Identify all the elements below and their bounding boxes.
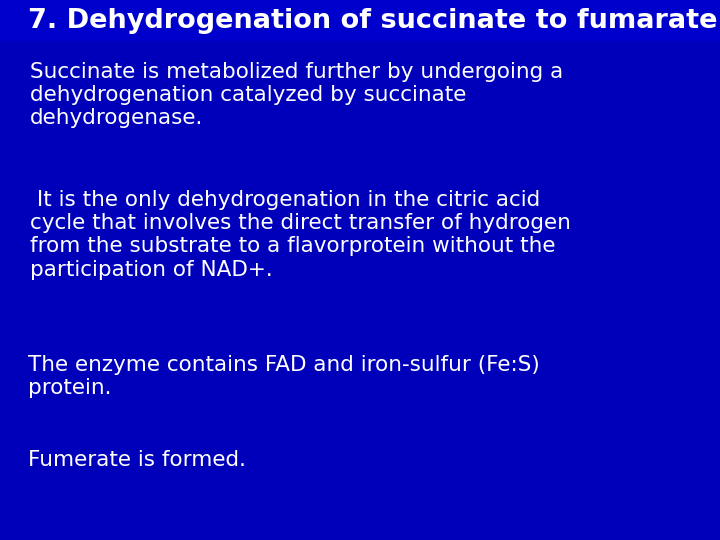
Text: 7. Dehydrogenation of succinate to fumarate: 7. Dehydrogenation of succinate to fumar… [28,8,718,34]
Text: The enzyme contains FAD and iron-sulfur (Fe:S)
protein.: The enzyme contains FAD and iron-sulfur … [28,355,540,398]
Text: It is the only dehydrogenation in the citric acid
cycle that involves the direct: It is the only dehydrogenation in the ci… [30,190,571,280]
Bar [0,0,720,40]
Text: Succinate is metabolized further by undergoing a
dehydrogenation catalyzed by su: Succinate is metabolized further by unde… [30,62,563,129]
Text: Fumerate is formed.: Fumerate is formed. [28,450,246,470]
